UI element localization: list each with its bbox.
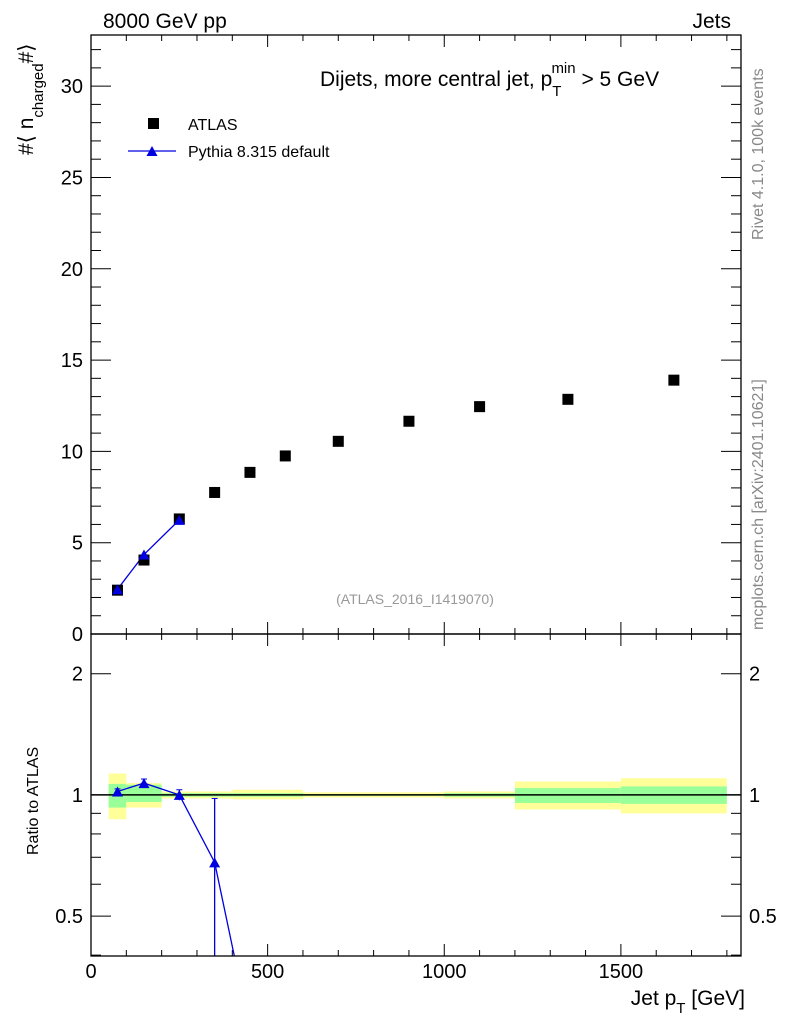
- y-tick-label: 30: [61, 76, 83, 98]
- atlas-point: [474, 401, 486, 413]
- ratio-content: [91, 773, 741, 956]
- header-right: Jets: [692, 10, 731, 33]
- x-axis-label: Jet pT [GeV]: [631, 987, 745, 1017]
- y-tick-label: 5: [72, 533, 83, 555]
- ratio-pythia-point: [111, 786, 123, 797]
- header-left: 8000 GeV pp: [103, 10, 227, 33]
- ratio-pythia-point: [173, 789, 185, 800]
- atlas-point: [279, 450, 291, 462]
- ratio-frame: [90, 633, 742, 957]
- atlas-point: [403, 415, 415, 427]
- pythia-point: [138, 549, 150, 560]
- atlas-point: [332, 435, 344, 447]
- ratio-pythia-point: [138, 778, 150, 789]
- atlas-point: [244, 466, 256, 478]
- analysis-watermark: (ATLAS_2016_I1419070): [336, 591, 494, 607]
- atlas-point: [209, 486, 221, 498]
- ratio-y-tick-label: 2: [72, 664, 83, 686]
- ratio-pythia-line: [117, 782, 235, 956]
- x-tick-label: 500: [251, 961, 284, 983]
- ratio-y-tick-label-right: 2: [749, 664, 760, 686]
- legend-atlas-label: ATLAS: [188, 117, 238, 134]
- ratio-panel: 0.5 0.5 1 1 2 2 0 500 1000 1500: [55, 633, 777, 983]
- legend-atlas-marker: [148, 118, 159, 129]
- pythia-point: [173, 514, 185, 525]
- pythia-point: [111, 584, 123, 595]
- x-tick-label: 1000: [422, 961, 467, 983]
- rivet-label: Rivet 4.1.0, 100k events: [750, 68, 767, 240]
- uncertainty-band-inner: [126, 784, 162, 803]
- y-tick-label: 20: [61, 259, 83, 281]
- atlas-point: [138, 554, 150, 566]
- ratio-y-axis-label: Ratio to ATLAS: [25, 747, 42, 855]
- mcplots-label: mcplots.cern.ch [arXiv:2401.10621]: [750, 379, 767, 630]
- main-panel: 0 5 10 15 20 25 30: [61, 34, 742, 646]
- atlas-point: [562, 393, 574, 405]
- chart-title: Dijets, more central jet, pTmin > 5 GeV: [320, 60, 659, 100]
- legend-pythia-marker: [146, 146, 158, 156]
- legend-pythia-label: Pythia 8.315 default: [188, 144, 330, 161]
- x-tick-label: 1500: [599, 961, 644, 983]
- y-tick-label: 10: [61, 441, 83, 463]
- legend: ATLAS Pythia 8.315 default: [128, 117, 330, 161]
- ratio-y-tick-label-right: 0.5: [749, 906, 777, 928]
- atlas-point: [668, 374, 680, 386]
- y-tick-label: 0: [72, 624, 83, 646]
- y-axis-label: #⟨ ncharged#⟩: [15, 44, 47, 155]
- ratio-pythia-point: [209, 857, 221, 868]
- ratio-y-tick-label: 0.5: [55, 906, 83, 928]
- y-tick-label: 25: [61, 167, 83, 189]
- x-tick-label: 0: [85, 961, 96, 983]
- y-tick-label: 15: [61, 350, 83, 372]
- ratio-y-tick-label: 1: [72, 785, 83, 807]
- ratio-y-tick-label-right: 1: [749, 785, 760, 807]
